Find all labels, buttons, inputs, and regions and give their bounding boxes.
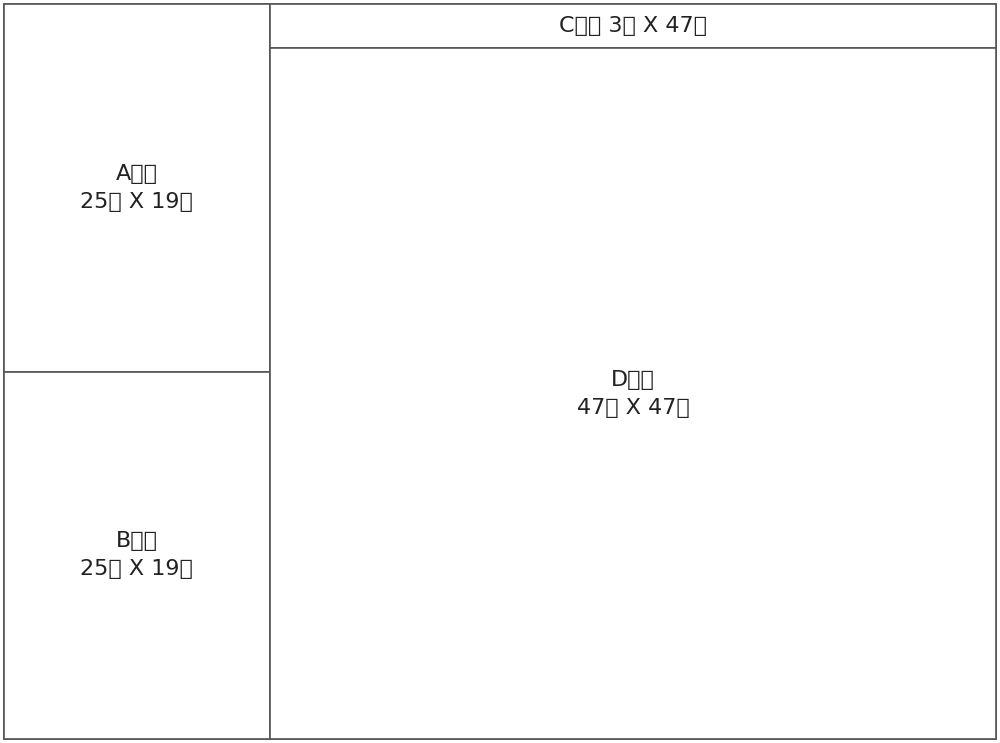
- Text: A分块: A分块: [116, 163, 158, 184]
- Bar: [4, 372, 270, 739]
- Text: D分块: D分块: [611, 369, 655, 389]
- Text: 25行 X 19列: 25行 X 19列: [80, 559, 193, 580]
- Bar: [4, 4, 270, 372]
- Text: 25行 X 19列: 25行 X 19列: [80, 192, 193, 212]
- Bar: [270, 48, 996, 739]
- Text: 47行 X 47列: 47行 X 47列: [577, 398, 689, 418]
- Text: B分块: B分块: [116, 531, 158, 551]
- Bar: [270, 4, 996, 48]
- Text: C分块 3行 X 47列: C分块 3行 X 47列: [559, 16, 707, 36]
